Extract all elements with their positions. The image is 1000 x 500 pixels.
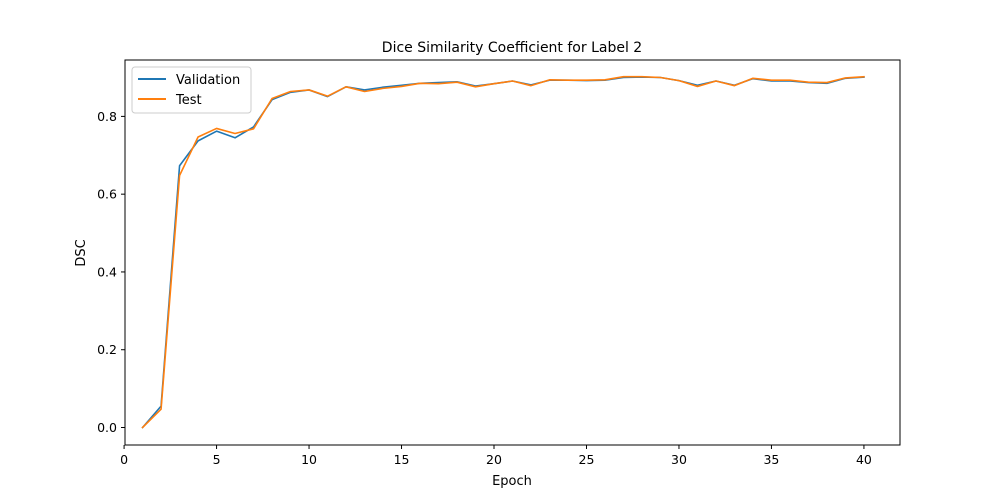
y-tick-label: 0.8 [97, 109, 117, 124]
y-tick-label: 0.2 [97, 342, 117, 357]
y-tick-label: 0.4 [97, 264, 117, 279]
x-axis-label: Epoch [492, 474, 532, 489]
series-line-test [141, 75, 865, 429]
x-tick-label: 5 [213, 452, 221, 467]
x-tick-label: 25 [579, 452, 595, 467]
x-tick-label: 35 [763, 452, 779, 467]
legend-label-test: Test [175, 93, 202, 108]
x-tick-label: 40 [856, 452, 872, 467]
y-axis-label: DSC [74, 239, 89, 266]
legend-label-validation: Validation [176, 73, 240, 88]
legend: Validation Test [131, 66, 252, 114]
x-tick-label: 15 [394, 452, 410, 467]
chart-title: Dice Similarity Coefficient for Label 2 [382, 40, 642, 56]
x-tick-label: 10 [301, 452, 317, 467]
x-tick-label: 30 [671, 452, 687, 467]
y-tick-label: 0.0 [97, 420, 117, 435]
plot-area: 0 5 10 15 20 25 30 35 40 0.0 0.2 0.4 0.6 0.8 [97, 75, 872, 467]
x-tick-label: 0 [120, 452, 128, 467]
axes-frame [124, 59, 901, 446]
x-tick-label: 20 [486, 452, 502, 467]
y-tick-label: 0.6 [97, 187, 117, 202]
